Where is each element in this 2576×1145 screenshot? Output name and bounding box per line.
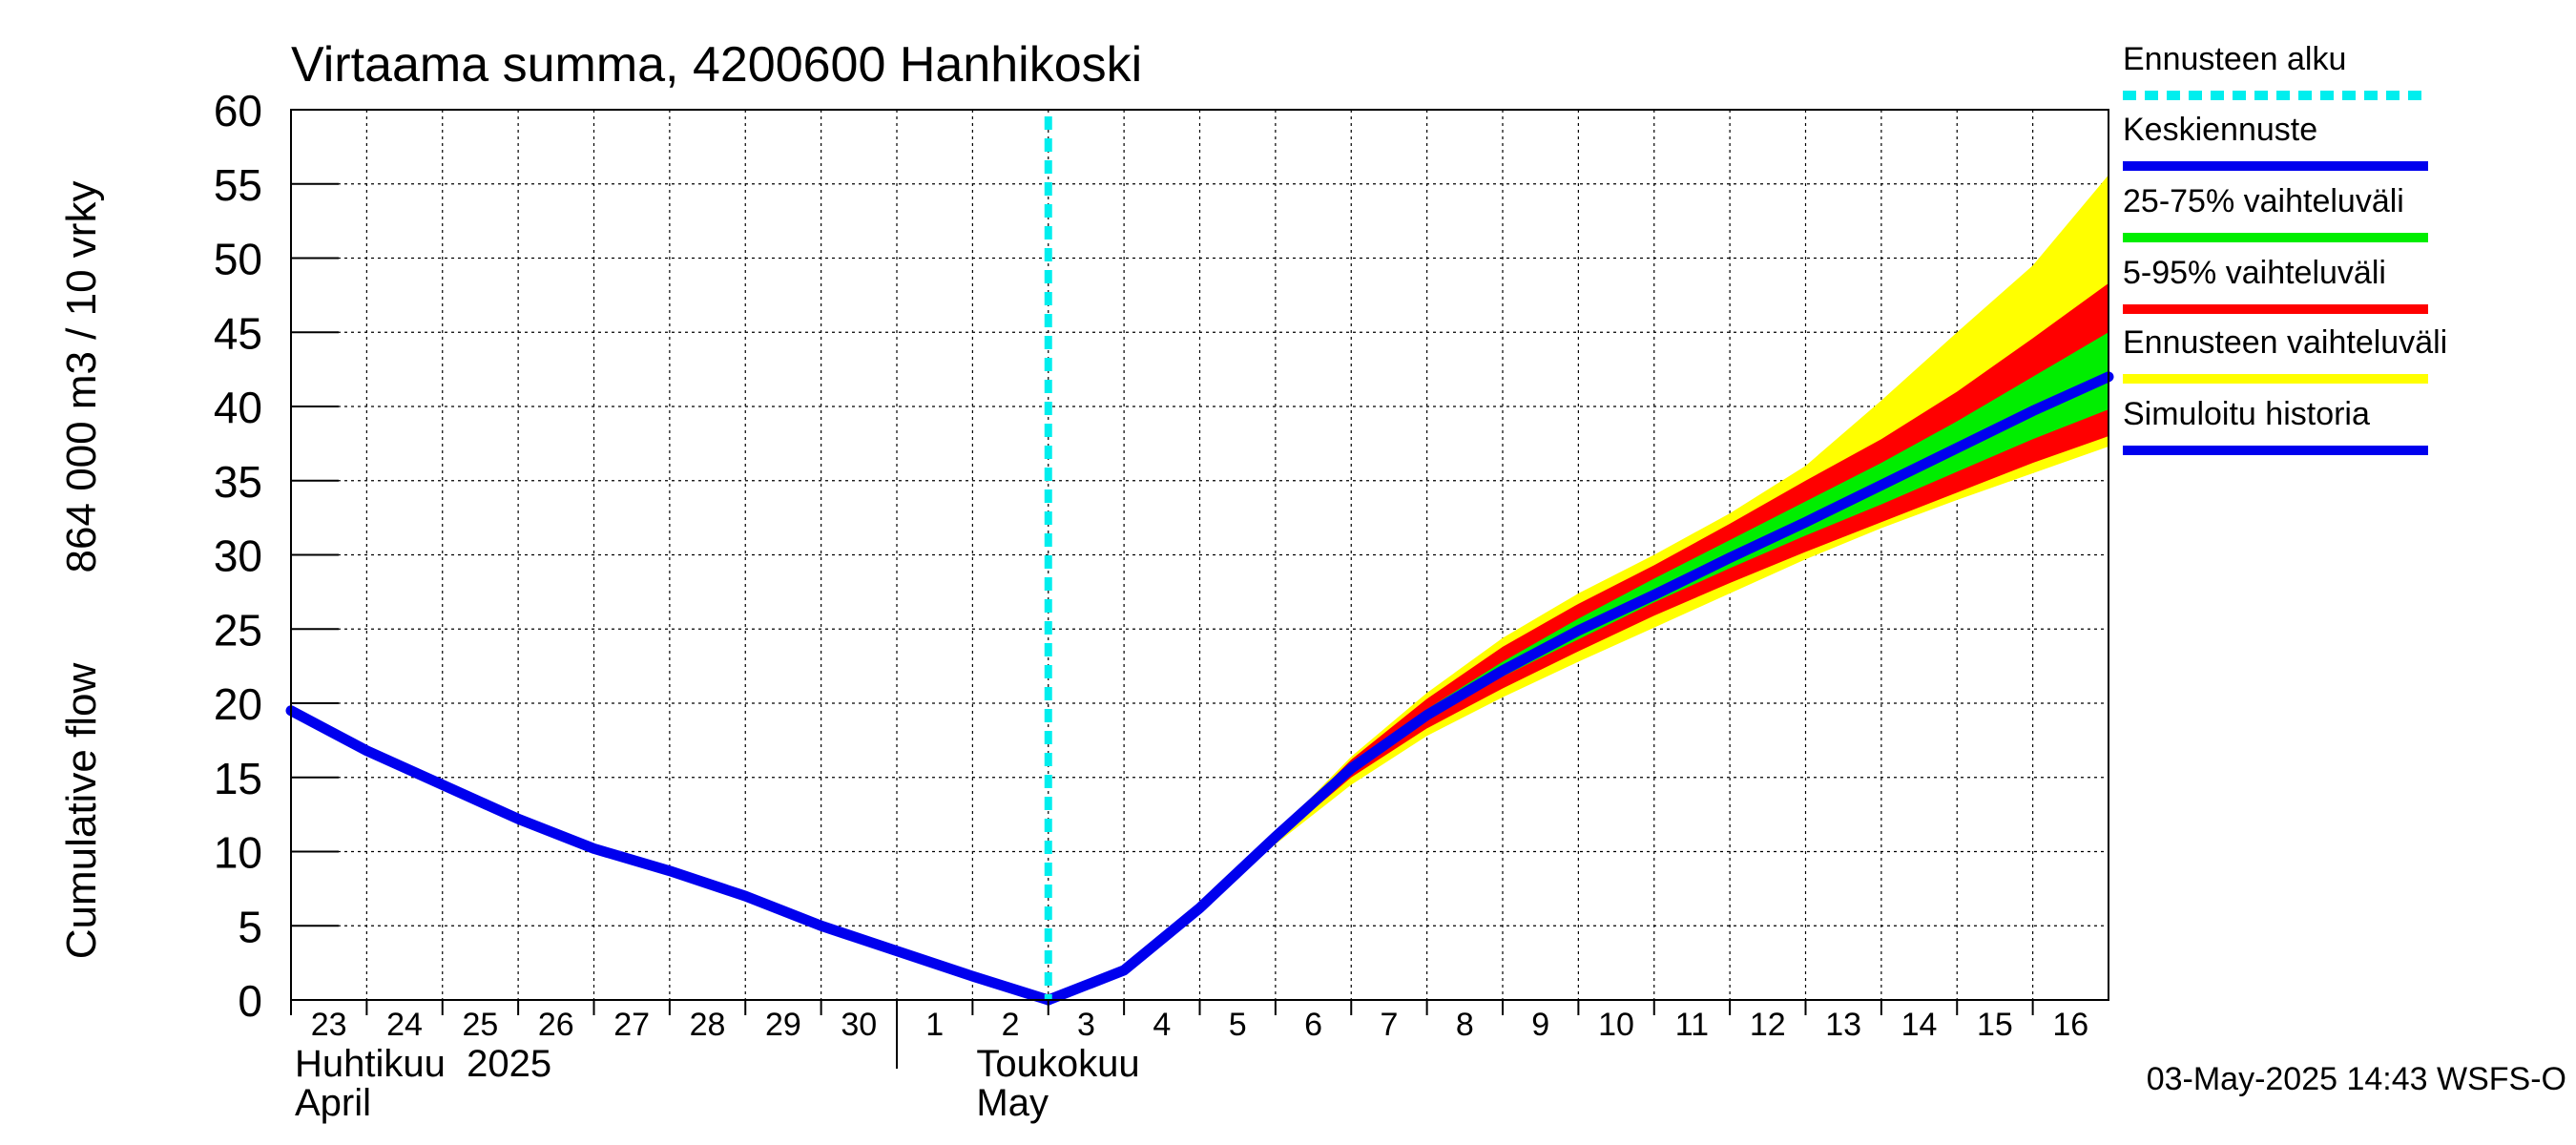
y-tick-label: 35 [214, 457, 262, 507]
month-label-fi: Huhtikuu 2025 [295, 1043, 551, 1085]
y-tick-label: 55 [214, 160, 262, 210]
timestamp: 03-May-2025 14:43 WSFS-O [2147, 1061, 2566, 1097]
x-day-label: 7 [1380, 1007, 1398, 1043]
x-day-label: 13 [1825, 1007, 1861, 1043]
legend-label: Ennusteen vaihteluväli [2123, 324, 2447, 361]
x-day-label: 6 [1304, 1007, 1322, 1043]
legend-label: Keskiennuste [2123, 112, 2317, 148]
y-tick-label: 25 [214, 605, 262, 655]
x-day-label: 26 [538, 1007, 574, 1043]
x-day-label: 14 [1901, 1007, 1938, 1043]
legend: Ennusteen alku Keskiennuste 25-75% vaihtel… [2123, 41, 2447, 455]
y-axis-label-fi: 864 000 m3 / 10 vrky [58, 181, 105, 573]
x-day-label: 24 [386, 1007, 423, 1043]
x-day-label: 15 [1977, 1007, 2013, 1043]
y-tick-label: 5 [238, 902, 262, 951]
series-line-keskiennuste [1043, 371, 2114, 1006]
x-day-label: 3 [1077, 1007, 1095, 1043]
x-day-label: 25 [463, 1007, 499, 1043]
series-line-simuloitu-historia [285, 705, 1054, 1006]
y-axis: 0 5 10 15 20 25 30 35 40 45 50 55 60 [214, 86, 339, 1026]
x-day-label: 8 [1456, 1007, 1474, 1043]
x-day-label: 27 [613, 1007, 650, 1043]
x-day-label: 23 [311, 1007, 347, 1043]
y-tick-label: 60 [214, 86, 262, 135]
series-lines [285, 371, 2114, 1006]
x-day-label: 2 [1002, 1007, 1020, 1043]
x-day-label: 28 [690, 1007, 726, 1043]
y-tick-label: 0 [238, 976, 262, 1026]
band-5-95-vaihteluv-li [1048, 282, 2109, 1000]
x-day-label: 29 [765, 1007, 801, 1043]
y-axis-label-en: Cumulative flow [58, 663, 105, 960]
y-tick-label: 45 [214, 308, 262, 358]
legend-label: Simuloitu historia [2123, 396, 2370, 432]
legend-label: 5-95% vaihteluväli [2123, 255, 2386, 291]
x-day-label: 30 [841, 1007, 877, 1043]
x-day-label: 1 [925, 1007, 944, 1043]
legend-label: 25-75% vaihteluväli [2123, 183, 2404, 219]
y-axis-title: Cumulative flow 864 000 m3 / 10 vrky [58, 181, 105, 960]
x-day-label: 5 [1229, 1007, 1247, 1043]
x-day-label: 9 [1531, 1007, 1549, 1043]
y-tick-label: 20 [214, 679, 262, 729]
y-tick-label: 15 [214, 754, 262, 803]
month-label-en: April [295, 1082, 371, 1124]
chart-title: Virtaama summa, 4200600 Hanhikoski [291, 37, 1142, 93]
x-axis: 23 24 25 26 27 28 29 30 1 2 3 4 5 6 7 8 9 10 11 12 13 14 15 16H… [290, 1000, 2088, 1124]
month-label-fi: Toukokuu [976, 1043, 1139, 1085]
y-tick-label: 10 [214, 828, 262, 878]
x-day-label: 12 [1750, 1007, 1786, 1043]
x-day-label: 16 [2052, 1007, 2088, 1043]
y-tick-label: 50 [214, 235, 262, 284]
x-day-label: 11 [1675, 1007, 1709, 1043]
y-tick-label: 30 [214, 531, 262, 581]
x-day-label: 10 [1598, 1007, 1634, 1043]
month-label-en: May [976, 1082, 1049, 1124]
x-day-label: 4 [1153, 1007, 1171, 1043]
y-tick-label: 40 [214, 383, 262, 432]
legend-label: Ennusteen alku [2123, 41, 2346, 77]
